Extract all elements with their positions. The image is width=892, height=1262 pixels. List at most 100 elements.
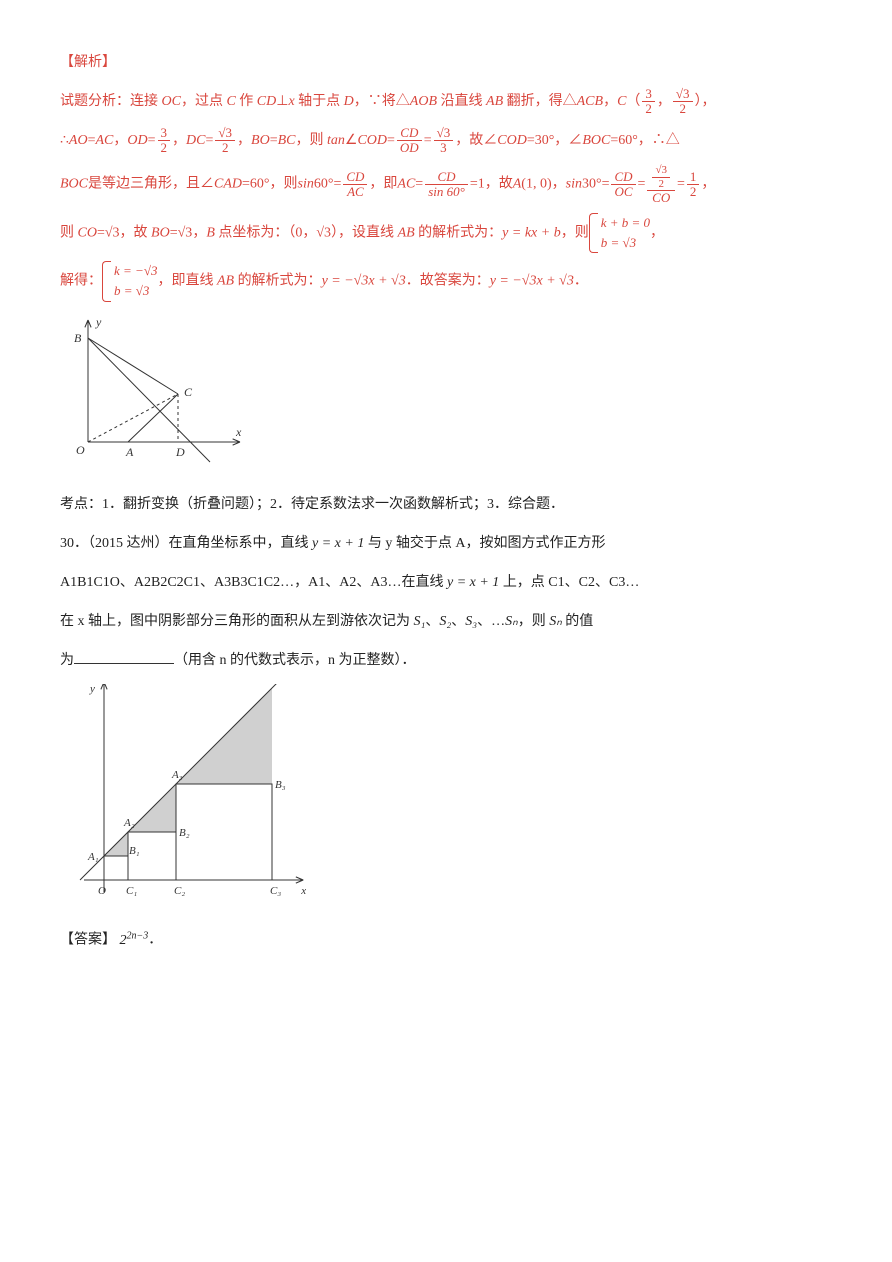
var: DC: [186, 133, 205, 148]
text: ，: [113, 133, 127, 148]
svg-text:O: O: [98, 885, 106, 897]
numerator: √3: [673, 87, 693, 102]
sin: sin: [566, 177, 582, 192]
equation: y = −√3x + √3: [322, 274, 406, 289]
den: 2: [215, 141, 235, 155]
fraction: √32: [215, 126, 235, 156]
svg-text:x: x: [300, 885, 306, 897]
sep: 、: [425, 614, 439, 629]
s1: S₁: [414, 614, 426, 629]
text: 的解析式为：: [234, 274, 322, 289]
fraction: CDOD: [397, 126, 422, 156]
question-30: 30．（2015 达州）在直角坐标系中，直线 y = x + 1 与 y 轴交于…: [60, 529, 832, 560]
text: ∴: [60, 133, 69, 148]
s3: S₃: [465, 614, 477, 629]
text: 是等边三角形，且∠: [88, 177, 214, 192]
diagram-svg: OA₁A₂A₃A₄B₁B₂B₃C₁C₂C₃yx: [60, 684, 320, 904]
text: A1B1C1O、A2B2C2C1、A3B3C1C2…，A1、A2、A3…在直线: [60, 575, 447, 590]
kaodian-text: 1．翻折变换（折叠问题）；2．待定系数法求一次函数解析式；3．综合题．: [102, 497, 564, 512]
fraction: CDsin 60°: [425, 170, 468, 200]
var-aob: AOB: [410, 94, 437, 109]
fraction: √32: [673, 87, 693, 117]
var: A: [513, 177, 522, 192]
text: (1, 0)，: [521, 177, 565, 192]
sqrt: √3: [316, 225, 331, 240]
num: CD: [343, 170, 367, 185]
text: 与 y 轴交于点 A，按如图方式作正方形: [364, 536, 605, 551]
fraction: √33: [434, 126, 454, 156]
text: ，: [172, 133, 186, 148]
text: =: [170, 225, 178, 240]
svg-text:C₁: C₁: [126, 885, 137, 897]
text: ，: [701, 177, 715, 192]
text: ，即: [369, 177, 397, 192]
var: AC: [96, 133, 114, 148]
q-year: （2015 达州）: [88, 536, 169, 551]
text: 轴于点: [295, 94, 344, 109]
q-number: 30．: [60, 536, 88, 551]
text: 沿直线: [437, 94, 486, 109]
text: =: [270, 133, 278, 148]
text: 为: [60, 653, 74, 668]
den: AC: [343, 185, 367, 199]
answer-label: 【答案】: [60, 933, 116, 948]
text: 在 x 轴上，图中阴影部分三角形的面积从左到游依次记为: [60, 614, 414, 629]
den: 2: [687, 185, 700, 199]
question-30-line2: A1B1C1O、A2B2C2C1、A3B3C1C2…，A1、A2、A3…在直线 …: [60, 568, 832, 599]
text: 点坐标为：（0，: [215, 225, 317, 240]
svg-text:B₂: B₂: [179, 827, 190, 839]
tan: tan: [327, 133, 345, 148]
brace-row: b = √3: [114, 281, 157, 301]
text: 30°=: [582, 177, 610, 192]
den: OD: [397, 141, 422, 155]
text: ，: [657, 94, 671, 109]
kaodian: 考点：1．翻折变换（折叠问题）；2．待定系数法求一次函数解析式；3．综合题．: [60, 490, 832, 521]
answer-base: 2: [120, 933, 127, 948]
num: √3: [434, 126, 454, 141]
equation: y = −√3x + √3: [490, 274, 574, 289]
var-d: D: [344, 94, 354, 109]
text: ⊥: [276, 94, 288, 109]
text: =: [424, 133, 432, 148]
num: 3: [158, 126, 171, 141]
equation: y = x + 1: [447, 575, 499, 590]
geometry-diagram-2: OA₁A₂A₃A₄B₁B₂B₃C₁C₂C₃yx: [60, 684, 832, 917]
sqrt: √3: [105, 225, 120, 240]
diagram-svg: OBADCyx: [60, 310, 250, 470]
svg-text:C₃: C₃: [270, 885, 281, 897]
num: √3: [215, 126, 235, 141]
text: 在直角坐标系中，直线: [169, 536, 313, 551]
text: 上，点 C1、C2、C3…: [499, 575, 639, 590]
fraction: 12: [687, 170, 700, 200]
var-acb: ACB: [577, 94, 603, 109]
var: AO: [69, 133, 88, 148]
var: COD: [357, 133, 387, 148]
text: =: [415, 177, 423, 192]
s2: S₂: [439, 614, 451, 629]
text: ，故: [120, 225, 152, 240]
text: ，: [603, 94, 617, 109]
text: ，过点: [181, 94, 227, 109]
var: BOC: [60, 177, 88, 192]
var-c: C: [226, 94, 235, 109]
text: ，即直线: [157, 274, 217, 289]
svg-text:A₄: A₄: [267, 684, 279, 685]
var-oc: OC: [162, 94, 181, 109]
answer-expression: 22n−3: [120, 933, 149, 948]
text: =: [205, 133, 213, 148]
answer: 【答案】 22n−3．: [60, 925, 832, 956]
text: ，: [192, 225, 206, 240]
sep: 、…: [477, 614, 505, 629]
text: ，故∠: [455, 133, 497, 148]
text: 解得：: [60, 274, 102, 289]
text: =: [677, 177, 685, 192]
text: =: [638, 177, 646, 192]
sin: sin: [298, 177, 314, 192]
text: ），: [695, 94, 716, 109]
text: =: [387, 133, 395, 148]
text: 作: [236, 94, 257, 109]
var: OD: [127, 133, 147, 148]
solution-p2: ∴AO=AC，OD=32，DC=√32，BO=BC，则 tan∠COD=CDOD…: [60, 126, 832, 157]
equation: y = x + 1: [312, 536, 364, 551]
text: 则: [60, 225, 78, 240]
